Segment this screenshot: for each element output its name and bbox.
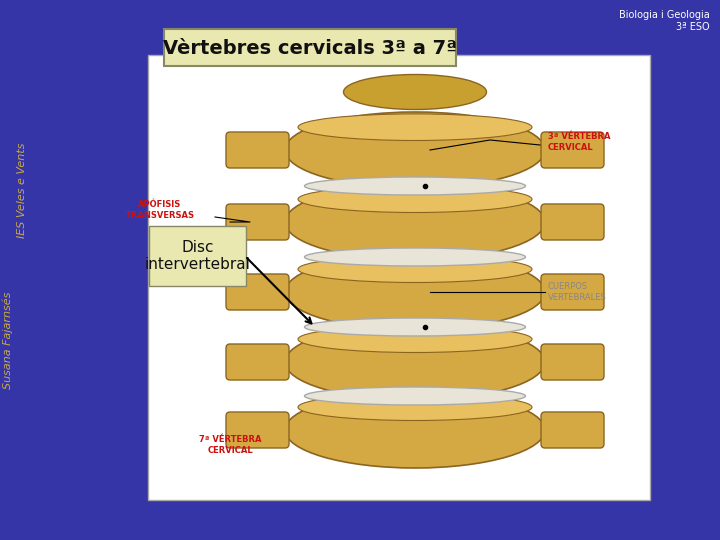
Text: 3ª ESO: 3ª ESO — [676, 22, 710, 32]
FancyBboxPatch shape — [164, 29, 456, 66]
Ellipse shape — [382, 364, 448, 398]
Ellipse shape — [382, 432, 448, 466]
FancyBboxPatch shape — [226, 274, 289, 310]
Text: Susana Fajarnsés: Susana Fajarnsés — [3, 291, 13, 389]
Ellipse shape — [382, 224, 448, 258]
Bar — [148, 55, 650, 500]
Ellipse shape — [285, 324, 545, 400]
Ellipse shape — [298, 256, 532, 282]
FancyBboxPatch shape — [541, 204, 604, 240]
Text: Vèrtebres cervicals 3ª a 7ª: Vèrtebres cervicals 3ª a 7ª — [163, 38, 457, 57]
Text: APÓFISIS
TRANSVERSAS: APÓFISIS TRANSVERSAS — [125, 200, 194, 220]
Ellipse shape — [285, 392, 545, 468]
FancyBboxPatch shape — [541, 274, 604, 310]
Ellipse shape — [298, 186, 532, 213]
Text: 7ª VÉRTEBRA
CERVICAL: 7ª VÉRTEBRA CERVICAL — [199, 435, 261, 455]
FancyBboxPatch shape — [226, 132, 289, 168]
Text: IES Veles e Vents: IES Veles e Vents — [17, 143, 27, 238]
Ellipse shape — [305, 387, 526, 405]
Ellipse shape — [285, 112, 545, 188]
Text: CUERPOS
VERTEBRALES: CUERPOS VERTEBRALES — [548, 282, 607, 302]
FancyBboxPatch shape — [226, 344, 289, 380]
Ellipse shape — [298, 326, 532, 353]
Ellipse shape — [382, 152, 448, 186]
Ellipse shape — [305, 177, 526, 195]
FancyBboxPatch shape — [149, 226, 246, 286]
Text: Biologia i Geologia: Biologia i Geologia — [619, 10, 710, 20]
FancyBboxPatch shape — [226, 204, 289, 240]
Ellipse shape — [298, 394, 532, 421]
FancyBboxPatch shape — [226, 412, 289, 448]
Ellipse shape — [285, 184, 545, 260]
Ellipse shape — [305, 248, 526, 266]
Text: Disc
intervertebral: Disc intervertebral — [145, 240, 251, 272]
Ellipse shape — [285, 254, 545, 330]
Ellipse shape — [382, 294, 448, 328]
Text: 3ª VÉRTEBRA
CERVICAL: 3ª VÉRTEBRA CERVICAL — [548, 132, 611, 152]
FancyBboxPatch shape — [541, 132, 604, 168]
FancyBboxPatch shape — [541, 344, 604, 380]
Ellipse shape — [298, 114, 532, 140]
Ellipse shape — [343, 75, 487, 110]
FancyBboxPatch shape — [541, 412, 604, 448]
Ellipse shape — [305, 318, 526, 336]
